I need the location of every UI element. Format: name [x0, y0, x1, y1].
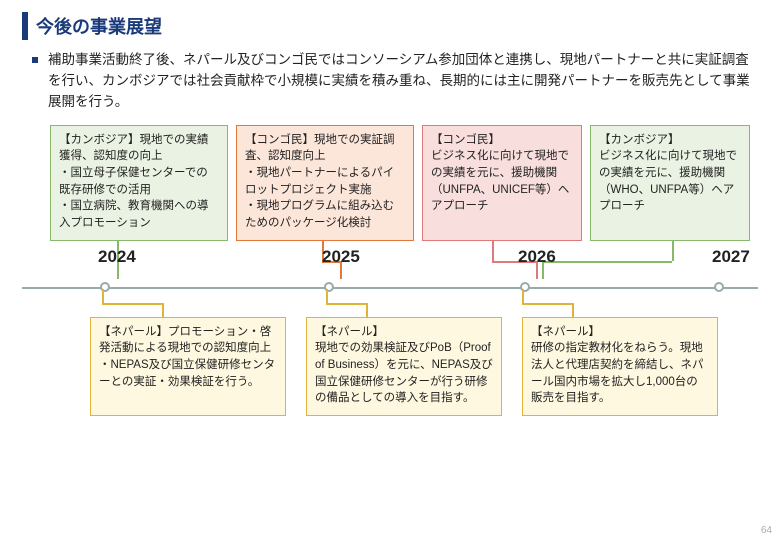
bullet-square-icon — [32, 57, 38, 63]
upper-boxes-row: 【カンボジア】現地での実績獲得、認知度の向上・国立母子保健センターでの既存研修で… — [50, 125, 758, 241]
upper-box-congo-2025: 【コンゴ民】現地での実証調査、認知度向上・現地パートナーによるパイロットプロジェ… — [236, 125, 414, 241]
year-2026: 2026 — [518, 247, 556, 267]
page-number: 64 — [761, 525, 772, 536]
lower-box-nepal-2025: 【ネパール】現地での効果検証及びPoB（Proof of Business）を元… — [306, 317, 502, 416]
year-2024: 2024 — [98, 247, 136, 267]
upper-box-congo-2026: 【コンゴ民】ビジネス化に向けて現地での実績を元に、援助機関（UNFPA、UNIC… — [422, 125, 582, 241]
timeline: 2024 2025 2026 2027 — [22, 247, 758, 307]
box-text: 【カンボジア】現地での実績獲得、認知度の向上・国立母子保健センターでの既存研修で… — [59, 134, 209, 229]
box-text: 【ネパール】プロモーション・啓発活動による現地での認知度向上・NEPAS及び国立… — [99, 326, 275, 388]
box-text: 【ネパール】現地での効果検証及びPoB（Proof of Business）を元… — [315, 326, 493, 405]
box-text: 【ネパール】研修の指定教材化をねらう。現地法人と代理店契約を締結し、ネパール国内… — [531, 326, 704, 405]
lower-boxes-row: 【ネパール】プロモーション・啓発活動による現地での認知度向上・NEPAS及び国立… — [90, 317, 758, 416]
timeline-axis — [22, 287, 758, 289]
year-2025: 2025 — [322, 247, 360, 267]
description-text: 補助事業活動終了後、ネパール及びコンゴ民ではコンソーシアム参加団体と連携し、現地… — [48, 50, 758, 113]
upper-box-cambodia-2024: 【カンボジア】現地での実績獲得、認知度の向上・国立母子保健センターでの既存研修で… — [50, 125, 228, 241]
year-2027: 2027 — [712, 247, 750, 267]
title-section: 今後の事業展望 — [22, 12, 758, 40]
description-row: 補助事業活動終了後、ネパール及びコンゴ民ではコンソーシアム参加団体と連携し、現地… — [32, 50, 758, 113]
lower-box-nepal-2024: 【ネパール】プロモーション・啓発活動による現地での認知度向上・NEPAS及び国立… — [90, 317, 286, 416]
upper-box-cambodia-2026: 【カンボジア】ビジネス化に向けて現地での実績を元に、援助機関（WHO、UNFPA… — [590, 125, 750, 241]
box-text: 【カンボジア】ビジネス化に向けて現地での実績を元に、援助機関（WHO、UNFPA… — [599, 134, 737, 213]
page-title: 今後の事業展望 — [36, 13, 162, 39]
box-text: 【コンゴ民】現地での実証調査、認知度向上・現地パートナーによるパイロットプロジェ… — [245, 134, 395, 229]
lower-box-nepal-2026: 【ネパール】研修の指定教材化をねらう。現地法人と代理店契約を締結し、ネパール国内… — [522, 317, 718, 416]
title-accent-bar — [22, 12, 28, 40]
box-text: 【コンゴ民】ビジネス化に向けて現地での実績を元に、援助機関（UNFPA、UNIC… — [431, 134, 569, 213]
